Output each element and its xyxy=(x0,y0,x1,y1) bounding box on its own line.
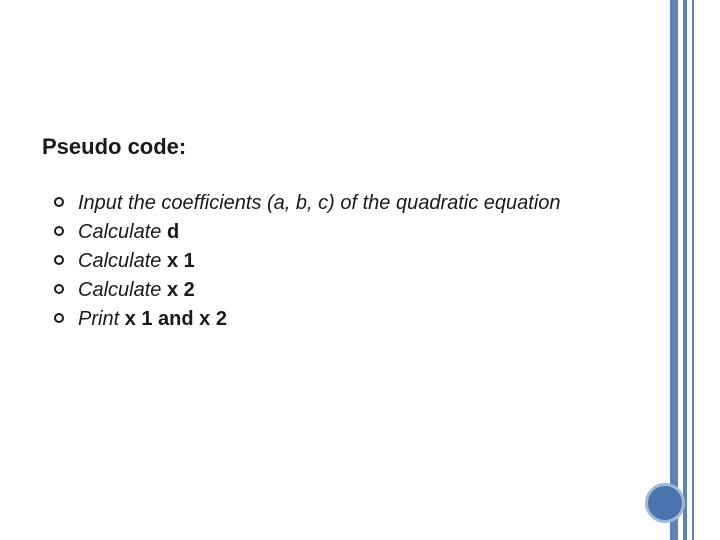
accent-stripe-3 xyxy=(692,0,694,540)
item-italic: Calculate xyxy=(78,250,167,272)
item-italic: Input the coefficients (a, b, c) of the … xyxy=(78,192,561,214)
list-item: Input the coefficients (a, b, c) of the … xyxy=(42,190,602,217)
item-bold: d xyxy=(167,221,179,243)
item-italic: Calculate xyxy=(78,279,167,301)
list-item-text: Input the coefficients (a, b, c) of the … xyxy=(78,190,602,217)
bullet-icon xyxy=(54,313,64,323)
list-item: Calculate x 2 xyxy=(42,277,602,304)
list-item-text: Calculate x 1 xyxy=(78,248,602,275)
list-item-text: Calculate d xyxy=(78,219,602,246)
item-italic: Print xyxy=(78,308,125,330)
item-bold: x 2 xyxy=(167,279,195,301)
slide: Pseudo code: Input the coefficients (a, … xyxy=(0,0,720,540)
list-item: Calculate d xyxy=(42,219,602,246)
bullet-icon xyxy=(54,226,64,236)
item-bold: x 1 and x 2 xyxy=(125,308,227,330)
accent-stripe-1 xyxy=(670,0,678,540)
bullet-icon xyxy=(54,197,64,207)
heading: Pseudo code: xyxy=(42,134,186,160)
bullet-icon xyxy=(54,255,64,265)
accent-stripe-2 xyxy=(683,0,687,540)
list-item: Print x 1 and x 2 xyxy=(42,306,602,333)
item-bold: x 1 xyxy=(167,250,195,272)
bullet-icon xyxy=(54,284,64,294)
list-item: Calculate x 1 xyxy=(42,248,602,275)
item-italic: Calculate xyxy=(78,221,167,243)
list-item-text: Print x 1 and x 2 xyxy=(78,306,602,333)
circle-decoration xyxy=(645,483,685,523)
list-item-text: Calculate x 2 xyxy=(78,277,602,304)
pseudo-code-list: Input the coefficients (a, b, c) of the … xyxy=(42,190,602,335)
